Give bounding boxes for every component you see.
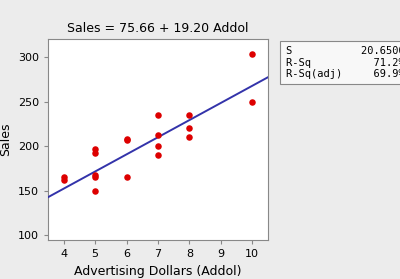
Point xyxy=(123,175,130,180)
Point xyxy=(60,178,67,182)
Point xyxy=(186,126,193,131)
Point xyxy=(123,137,130,141)
Text: S           20.6500
R-Sq          71.2%
R-Sq(adj)     69.9%: S 20.6500 R-Sq 71.2% R-Sq(adj) 69.9% xyxy=(286,46,400,79)
Point xyxy=(249,99,256,104)
Y-axis label: Sales: Sales xyxy=(0,123,12,156)
Point xyxy=(249,52,256,56)
Point xyxy=(155,113,161,117)
Point xyxy=(155,132,161,137)
Point xyxy=(92,172,98,177)
Point xyxy=(92,175,98,180)
X-axis label: Advertising Dollars (Addol): Advertising Dollars (Addol) xyxy=(74,264,242,278)
Point xyxy=(155,153,161,157)
Title: Sales = 75.66 + 19.20 Addol: Sales = 75.66 + 19.20 Addol xyxy=(67,22,249,35)
Point xyxy=(92,147,98,151)
Point xyxy=(155,144,161,148)
Point xyxy=(92,151,98,156)
Point xyxy=(186,113,193,117)
Point xyxy=(123,138,130,142)
Point xyxy=(186,135,193,140)
Point xyxy=(92,189,98,193)
Point xyxy=(60,175,67,180)
